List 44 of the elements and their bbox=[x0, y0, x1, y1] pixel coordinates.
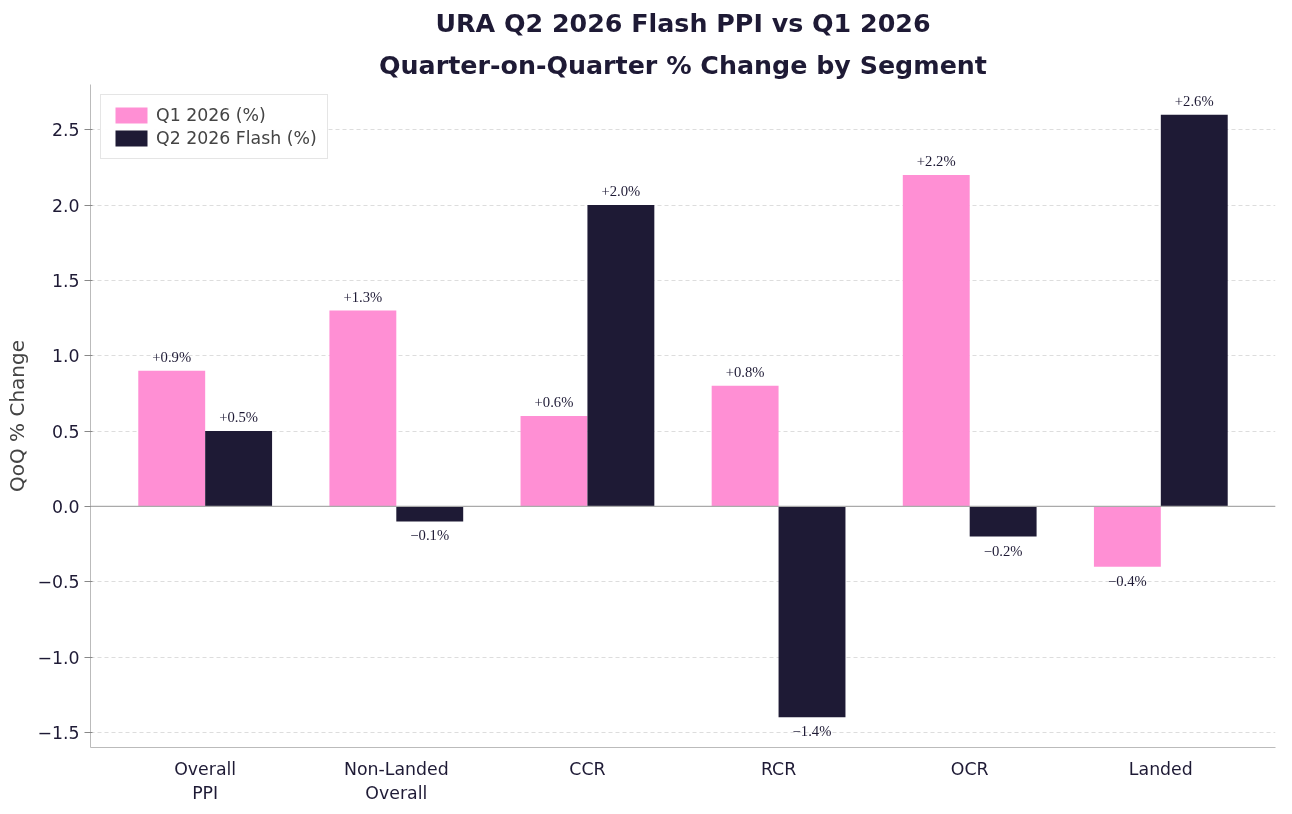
data-label: −0.4% bbox=[1107, 572, 1147, 589]
x-tick-label: RCR bbox=[760, 758, 797, 779]
data-label: +2.6% bbox=[1174, 92, 1214, 109]
data-label: +1.3% bbox=[343, 288, 383, 305]
bar bbox=[1093, 506, 1161, 567]
bar bbox=[778, 506, 846, 718]
data-label: −0.2% bbox=[983, 542, 1023, 559]
chart-subtitle: Quarter-on-Quarter % Change by Segment bbox=[379, 49, 987, 80]
bar bbox=[1160, 114, 1228, 507]
bar bbox=[587, 205, 655, 507]
data-label: −1.4% bbox=[792, 723, 832, 740]
y-tick-label: −1.5 bbox=[37, 722, 80, 743]
y-tick-label: 2.5 bbox=[51, 120, 80, 141]
y-tick-label: 2.0 bbox=[51, 195, 80, 216]
y-tick-label: 0.5 bbox=[51, 421, 80, 442]
bar bbox=[711, 385, 779, 507]
chart-title: URA Q2 2026 Flash PPI vs Q1 2026 bbox=[435, 7, 931, 38]
y-axis-title: QoQ % Change bbox=[5, 339, 30, 493]
x-tick-label: Overall PPI bbox=[174, 758, 237, 803]
data-label: +0.5% bbox=[219, 409, 259, 426]
bar bbox=[329, 310, 397, 507]
x-tick-label: Landed bbox=[1128, 758, 1193, 779]
data-label: +0.6% bbox=[534, 394, 574, 410]
bar bbox=[138, 370, 206, 507]
legend-label: Q1 2026 (%) bbox=[156, 105, 266, 125]
x-tick-label: CCR bbox=[569, 758, 606, 779]
x-tick-label: OCR bbox=[950, 758, 989, 779]
bar bbox=[969, 506, 1037, 537]
x-tick-label: Non-Landed Overall bbox=[343, 758, 449, 803]
y-tick-label: 0.0 bbox=[51, 496, 80, 517]
bar bbox=[902, 174, 970, 507]
data-label: +0.9% bbox=[152, 348, 192, 365]
y-tick-label: −0.5 bbox=[37, 572, 80, 593]
bar bbox=[205, 431, 273, 507]
data-label: +0.8% bbox=[725, 363, 765, 380]
bar bbox=[520, 416, 588, 507]
data-label: +2.2% bbox=[916, 152, 956, 169]
data-label: −0.1% bbox=[410, 527, 450, 544]
y-tick-label: 1.0 bbox=[51, 346, 80, 367]
data-label: +2.0% bbox=[601, 183, 641, 200]
y-tick-label: 1.5 bbox=[51, 270, 80, 291]
legend-label: Q2 2026 Flash (%) bbox=[156, 128, 317, 148]
bar bbox=[396, 506, 464, 522]
y-tick-label: −1.0 bbox=[37, 647, 80, 668]
